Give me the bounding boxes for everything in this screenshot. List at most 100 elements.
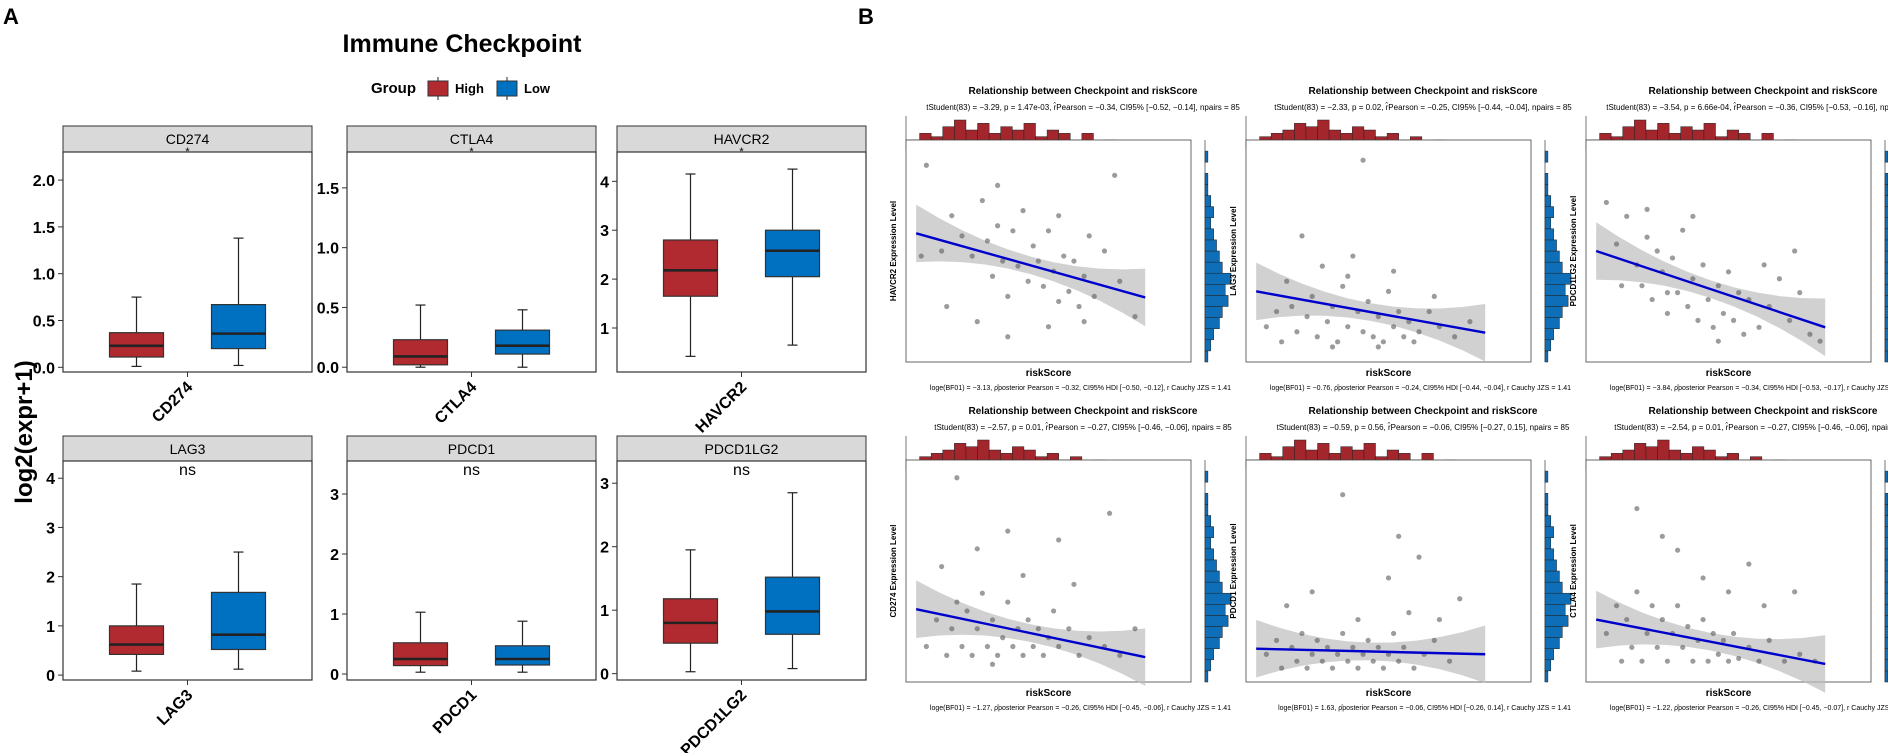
histogram-bar-right [1884, 626, 1888, 638]
facet-strip-label: PDCD1LG2 [705, 441, 779, 457]
scatter-point [1030, 643, 1036, 650]
scatter-point [1431, 637, 1437, 643]
scatter-point [989, 617, 996, 623]
scatter-point [1020, 208, 1026, 214]
scatter-point [1000, 258, 1006, 264]
scatter-point [1416, 329, 1422, 335]
histogram-bar-right [1544, 306, 1563, 318]
scatter-point [1319, 658, 1325, 664]
scatter-point [1705, 296, 1711, 303]
scatter-point [1035, 258, 1041, 264]
histogram-bar-right [1884, 284, 1888, 296]
y-tick-label: 0.5 [317, 300, 339, 317]
scatter-bayes: loge(BF01) = −1.27, ρ̂posterior Pearson … [930, 705, 1231, 712]
y-tick-label: 0 [600, 667, 609, 684]
histogram-bar-right [1544, 615, 1569, 627]
scatter-point [1654, 248, 1660, 254]
histogram-bar-right [1544, 493, 1549, 505]
scatter-point [1436, 616, 1442, 623]
scatter-point [923, 162, 929, 168]
scatter-stats: tStudent(83) = −0.59, p = 0.56, r̂Pearso… [1277, 423, 1570, 432]
histogram-bar-right [1204, 559, 1217, 572]
scatter-point [949, 213, 955, 219]
scatter-point [1629, 644, 1635, 650]
histogram-bar-right [1884, 592, 1888, 605]
regression-line [1595, 249, 1826, 329]
y-tick-label: 3 [600, 223, 609, 240]
histogram-bar-right [1884, 261, 1888, 274]
scatter-point [1624, 213, 1630, 219]
scatter-point [974, 546, 980, 552]
histogram-bar-right [1544, 504, 1549, 516]
scatter-point [1411, 665, 1417, 671]
scatter-point [1730, 630, 1737, 637]
scatter-point [1350, 644, 1356, 650]
scatter-point [1324, 644, 1331, 650]
scatter-point [1091, 293, 1097, 300]
facet-plot-area [346, 151, 597, 373]
histogram-bar-right [1884, 184, 1888, 196]
scatter-point [1741, 331, 1747, 337]
facet-strip-label: HAVCR2 [714, 131, 770, 147]
scatter-point [1056, 298, 1062, 305]
scatter-title: Relationship between Checkpoint and risk… [969, 86, 1198, 97]
scatter-x-label: riskScore [1026, 368, 1072, 379]
scatter-bayes: loge(BF01) = −0.76, ρ̂posterior Pearson … [1270, 385, 1571, 392]
scatter-point [1375, 644, 1381, 650]
histogram-bar-right [1884, 317, 1888, 329]
scatter-point [1797, 651, 1803, 657]
scatter-point [989, 661, 996, 667]
histogram-bar-right [1544, 470, 1549, 483]
histogram-bar-right [1884, 250, 1888, 263]
histogram-bar-right [1204, 195, 1212, 207]
scatter-point [1289, 303, 1295, 310]
scatter-point [1675, 547, 1681, 553]
scatter-point [1761, 262, 1767, 268]
y-tick-label: 0 [46, 668, 55, 685]
scatter-point [1675, 290, 1681, 296]
box-iqr [494, 645, 551, 666]
scatter-point [1695, 317, 1701, 323]
box-high [108, 583, 165, 672]
scatter-point [933, 617, 940, 623]
histogram-bar-right [1544, 284, 1566, 296]
scatter-point [1730, 317, 1737, 323]
histogram-bar-right [1544, 272, 1572, 285]
scatter-point [1071, 258, 1077, 264]
facet-strip-label: LAG3 [170, 441, 206, 457]
scatter-point [1066, 288, 1072, 294]
scatter-point [1010, 643, 1016, 650]
scatter-point [1690, 213, 1696, 219]
scatter-point [1314, 637, 1320, 643]
scatter-point [1396, 533, 1402, 539]
histogram-bar-right [1544, 350, 1549, 363]
scatter-point [1690, 658, 1696, 664]
histogram-bar-right [1544, 648, 1554, 661]
histogram-bar-right [1204, 261, 1223, 274]
facet-strip [616, 435, 867, 462]
box-low [210, 237, 267, 367]
scatter-point [1781, 658, 1788, 664]
regression-line [1255, 290, 1486, 334]
scatter-point [1106, 510, 1113, 516]
histogram-bar-right [1204, 239, 1217, 252]
legend: Group High Low [371, 77, 551, 100]
scatter-point [1279, 665, 1285, 671]
scatter-point [1335, 651, 1341, 657]
scatter-point [1659, 616, 1665, 623]
histogram-bar-right [1204, 470, 1209, 483]
box-iqr [662, 598, 719, 644]
box-low [210, 551, 267, 670]
significance-label: * [739, 146, 744, 158]
scatter-point [1746, 561, 1752, 567]
scatter-stats: tStudent(83) = −2.54, p = 0.01, r̂Pearso… [1614, 423, 1888, 432]
y-tick-label: 2 [330, 547, 339, 564]
scatter-point [1061, 253, 1067, 259]
histogram-bar-right [1884, 470, 1888, 483]
scatter-point [959, 233, 965, 239]
histogram-bar-right [1204, 173, 1209, 185]
histogram-bar-right [1204, 592, 1232, 605]
histogram-bar-right [1884, 559, 1888, 572]
scatter-title: Relationship between Checkpoint and risk… [1649, 86, 1878, 97]
legend-label-low: Low [524, 81, 551, 96]
